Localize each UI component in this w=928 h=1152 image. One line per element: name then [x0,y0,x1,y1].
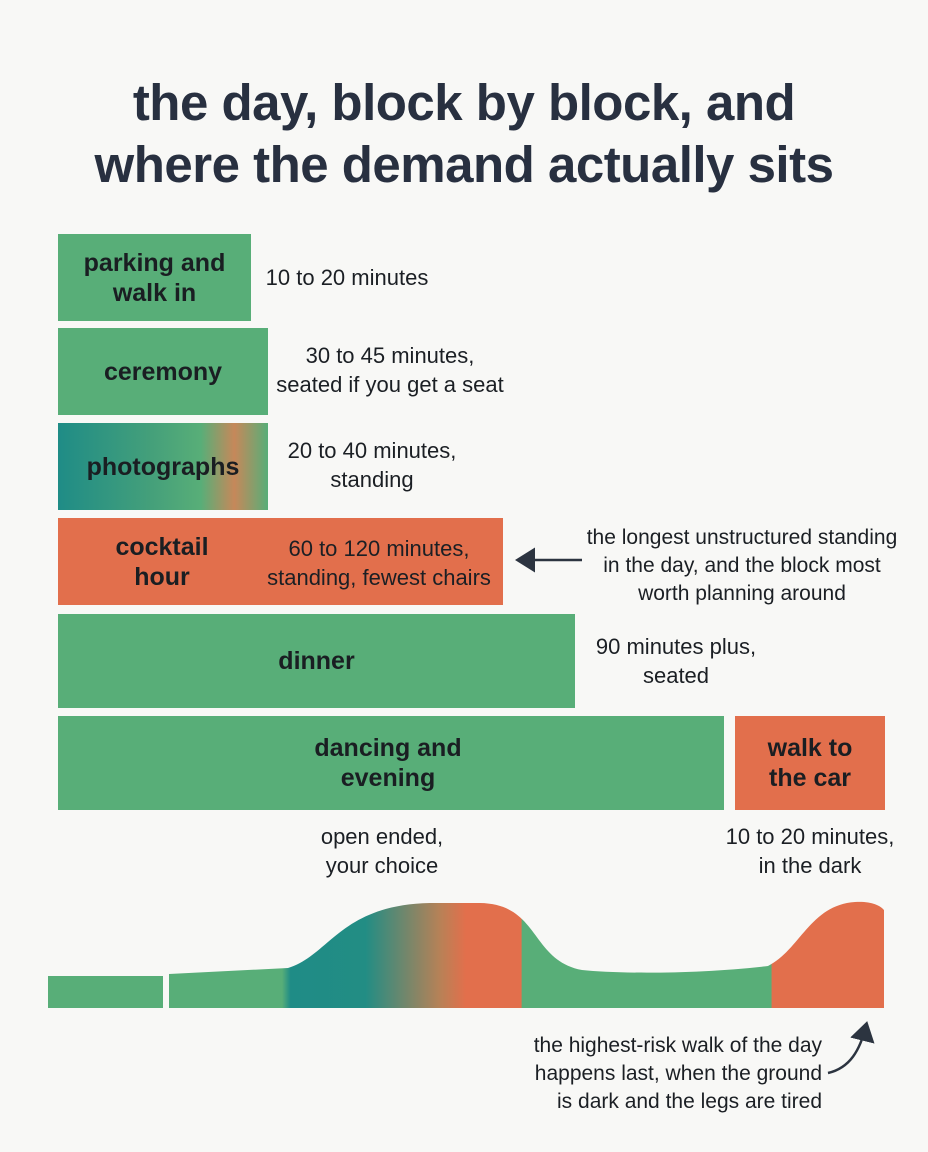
annotation-walk: the highest-risk walk of the day happens… [533,1034,822,1113]
page-title: the day, block by block, and where the d… [0,72,928,196]
note-ceremony: 30 to 45 minutes, seated if you get a se… [276,343,504,397]
title-line-1: the day, block by block, and [132,74,796,131]
block-ceremony: ceremony [58,328,268,415]
block-dancing-label: dancing and evening [314,734,462,792]
note-dancing: open ended, your choice [320,824,444,878]
note-dinner: 90 minutes plus, seated [595,634,757,688]
title-line-2: where the demand actually sits [94,136,834,193]
note-walk: 10 to 20 minutes, in the dark [725,824,895,878]
block-cocktail-hour: cocktail hour [58,518,503,605]
block-parking-and-walk-in: parking and walk in [58,234,251,321]
block-dinner: dinner [58,614,575,708]
profile-segment-parking [48,976,163,1008]
block-walk-to-the-car: walk to the car [735,716,885,810]
note-photographs: 20 to 40 minutes, standing [287,438,457,492]
block-dancing-and-evening: dancing and evening [58,716,724,810]
walk-arrow [827,1021,875,1075]
note-parking: 10 to 20 minutes [265,265,429,290]
block-photographs: photographs [58,423,268,510]
note-cocktail: 60 to 120 minutes, standing, fewest chai… [267,536,491,590]
annotation-cocktail: the longest unstructured standing in the… [586,526,898,605]
profile-curve [169,901,884,1008]
block-cocktail-label: cocktail hour [115,532,209,591]
